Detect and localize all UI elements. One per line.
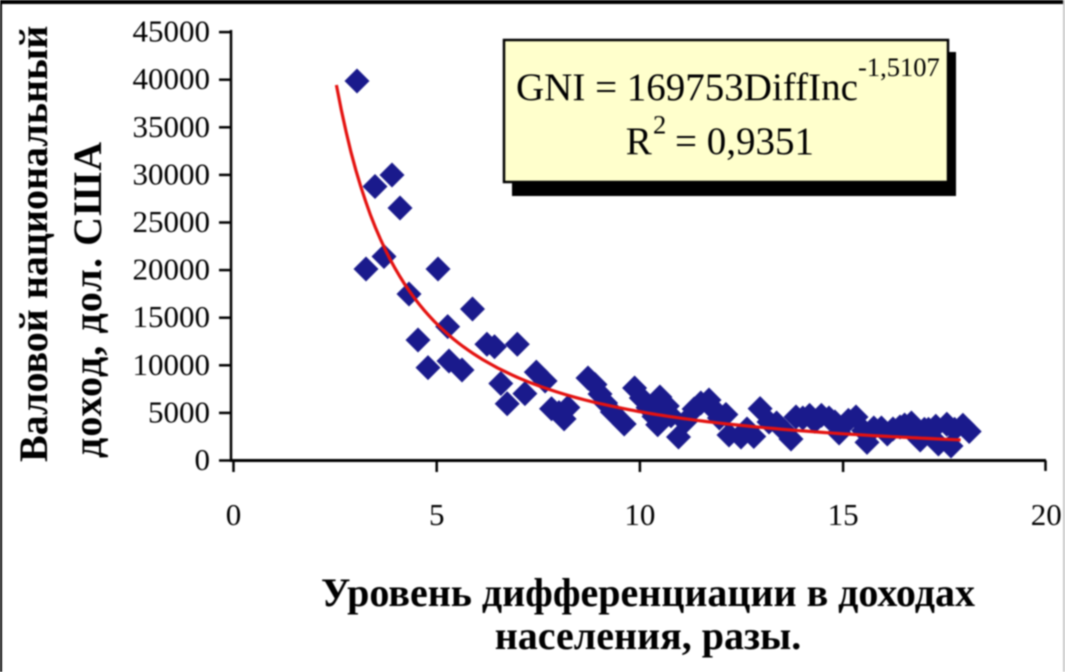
svg-text:15000: 15000	[133, 299, 211, 334]
svg-text:5000: 5000	[148, 394, 210, 429]
svg-text:10000: 10000	[133, 347, 211, 382]
svg-text:населения, разы.: населения, разы.	[495, 613, 802, 658]
svg-text:Уровень дифференциации в доход: Уровень дифференциации в доходах	[321, 570, 975, 615]
svg-text:5: 5	[429, 497, 445, 532]
svg-text:20000: 20000	[133, 252, 211, 287]
svg-text:R: R	[626, 120, 652, 163]
svg-text:0: 0	[195, 442, 211, 477]
svg-text:2: 2	[653, 110, 666, 140]
svg-text:40000: 40000	[133, 61, 211, 96]
svg-text:= 0,9351: = 0,9351	[675, 120, 814, 163]
svg-text:30000: 30000	[133, 156, 211, 191]
svg-text:доход, дол. США: доход, дол. США	[65, 141, 110, 458]
svg-text:25000: 25000	[133, 204, 211, 239]
svg-text:0: 0	[226, 497, 242, 532]
svg-text:10: 10	[624, 497, 655, 532]
svg-text:35000: 35000	[133, 109, 211, 144]
svg-text:-1,5107: -1,5107	[858, 52, 940, 82]
svg-text:20: 20	[1031, 497, 1062, 532]
svg-text:15: 15	[828, 497, 859, 532]
svg-text:GNI = 169753DiffInc: GNI = 169753DiffInc	[516, 66, 858, 109]
svg-text:45000: 45000	[133, 14, 211, 49]
svg-text:Валовой национальный: Валовой национальный	[11, 26, 56, 462]
